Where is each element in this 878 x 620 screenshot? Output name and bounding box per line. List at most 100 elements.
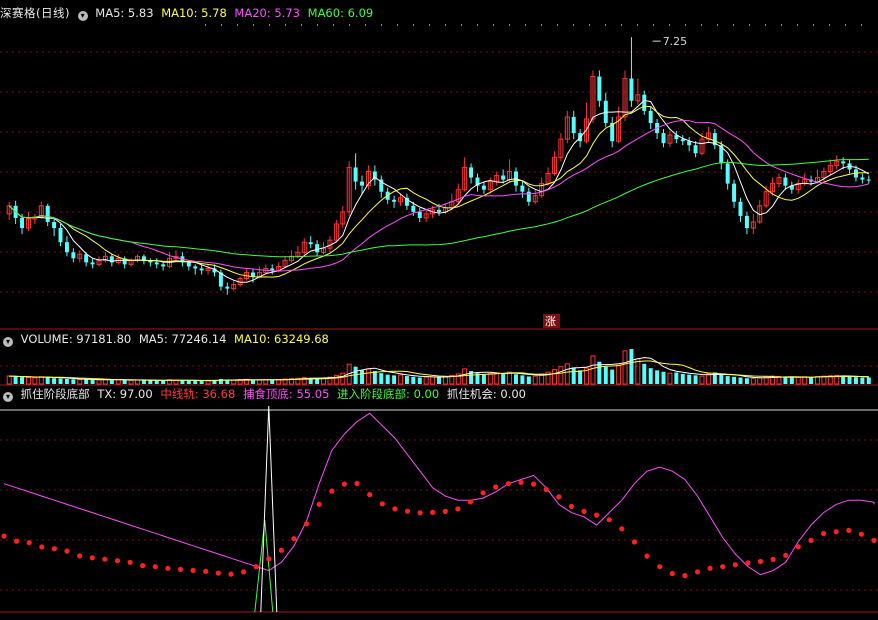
top-tick-mark [749, 24, 750, 26]
candle-body-up [616, 116, 622, 142]
top-tick-mark [797, 24, 798, 26]
volume-bar-up [25, 377, 31, 385]
candle-body-up [301, 241, 307, 253]
mid-line-dot [392, 506, 398, 512]
chevron-down-circle-icon[interactable]: ▾ [3, 392, 13, 402]
candle-body-down [84, 254, 89, 263]
chevron-down-circle-icon[interactable]: ▾ [3, 337, 13, 347]
candle-body-up [763, 191, 769, 207]
volume-bar-down [148, 380, 153, 384]
candle-body-down [481, 185, 486, 190]
mid-line-dot [644, 553, 650, 559]
top-tick-mark [605, 24, 606, 26]
volume-bar-up [167, 379, 173, 385]
ma60-label: MA60: 6.09 [307, 6, 374, 20]
mid-line-dot [379, 501, 385, 507]
volume-bar-up [814, 375, 820, 385]
top-tick-mark [333, 24, 334, 26]
candle-body-down [475, 177, 480, 186]
top-tick-mark [285, 24, 286, 26]
top-tick-mark [445, 24, 446, 26]
mid-line-dot [26, 540, 32, 546]
mid-line-dot [278, 547, 284, 553]
volume-bar-down [379, 373, 384, 384]
volume-bar-up [584, 367, 590, 385]
volume-bar-down [84, 379, 89, 384]
candle-body-down [372, 171, 377, 180]
top-tick-mark [221, 24, 222, 26]
candle-body-up [38, 205, 44, 218]
candle-body-down [866, 179, 871, 181]
mid-line-dot [417, 510, 423, 516]
top-tick-mark [589, 24, 590, 26]
mid-line-dot [354, 480, 360, 487]
volume-bar-down [13, 376, 18, 384]
candle-body-up [282, 259, 288, 267]
chance-label: 抓住机会: 0.00 [446, 387, 526, 401]
volume-bar-down [744, 378, 749, 384]
candle-body-down [789, 185, 794, 190]
mid-line-dot [770, 556, 776, 563]
candle-body-down [109, 256, 114, 263]
candle-body-up [487, 181, 493, 191]
candle-body-down [642, 94, 647, 111]
volume-bar-down [385, 374, 390, 384]
volume-bar-up [6, 375, 12, 385]
candle-body-down [161, 264, 166, 267]
volume-label: VOLUME: 97181.80 [20, 332, 132, 346]
candle-body-down [725, 163, 730, 184]
volume-bar-down [693, 375, 698, 384]
volume-bar-down [661, 371, 666, 384]
candle-body-up [770, 183, 776, 193]
candle-body-up [635, 94, 641, 102]
volume-bar-down [392, 375, 397, 384]
candle-body-up [564, 116, 570, 140]
top-tick-mark [509, 24, 510, 26]
mid-line-label: 中线轨: 36.68 [160, 387, 236, 401]
indicator-panel-header: ▾ 抓住阶段底部 TX: 97.00 中线轨: 36.68 捕食顶底: 55.0… [3, 385, 530, 403]
top-tick-mark [365, 24, 366, 26]
chevron-down-circle-icon[interactable]: ▾ [77, 11, 88, 21]
volume-bar-up [635, 358, 641, 385]
mid-line-dot [682, 573, 688, 579]
volume-bar-down [199, 380, 204, 384]
volume-bar-down [193, 380, 198, 384]
top-tick-mark [557, 24, 558, 26]
volume-bar-up [77, 379, 83, 385]
volume-bar-down [712, 372, 717, 384]
top-tick-mark [317, 24, 318, 26]
volume-bar-down [520, 375, 525, 384]
volume-bar-down [109, 380, 114, 384]
mid-line-dot [518, 479, 524, 485]
volume-bar-down [180, 380, 185, 384]
top-tick-mark [429, 24, 430, 26]
mid-line-dot [808, 537, 814, 544]
volume-bar-down [629, 349, 634, 384]
volume-bar-up [821, 375, 827, 385]
volume-bar-down [642, 363, 647, 384]
candle-body-down [520, 185, 525, 192]
volume-bar-down [186, 380, 191, 384]
candle-body-down [629, 78, 634, 101]
volume-bar-up [333, 374, 339, 385]
mid-line-dot [341, 481, 347, 487]
volume-bar-up [834, 374, 840, 385]
mid-line-dot [253, 564, 259, 570]
volume-bar-down [526, 376, 531, 384]
candle-body-down [841, 161, 846, 164]
volume-bar-up [340, 372, 346, 385]
volume-bar-up [757, 377, 763, 385]
volume-bar-up [455, 373, 461, 385]
candle-body-down [437, 209, 441, 212]
candle-body-down [90, 262, 95, 265]
mid-line-dot [39, 544, 45, 550]
top-tick-mark [413, 24, 414, 26]
candle-body-up [750, 221, 756, 229]
ma5-label: MA5: 5.83 [95, 6, 154, 20]
volume-bar-up [564, 363, 570, 385]
volume-bar-down [372, 371, 377, 384]
volume-bar-up [38, 376, 44, 385]
volume-bar-down [853, 377, 858, 384]
